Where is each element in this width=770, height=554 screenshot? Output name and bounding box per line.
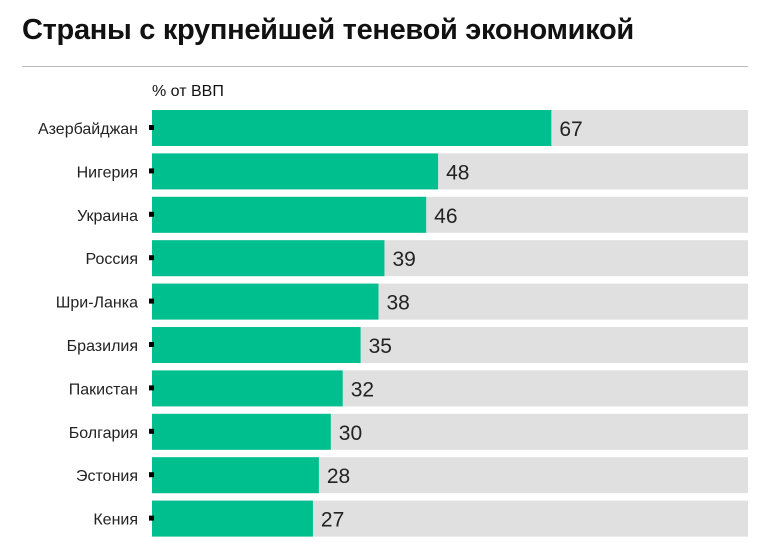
bar: [152, 153, 439, 190]
data-label: 28: [327, 465, 350, 488]
tick-mark: [149, 211, 154, 217]
title-divider: [22, 66, 748, 67]
chart-title: Страны с крупнейшей теневой экономикой: [22, 14, 634, 46]
data-label: 30: [339, 422, 362, 445]
tick-mark: [149, 472, 154, 478]
bar: [152, 370, 343, 407]
category-label: Украина: [77, 208, 138, 225]
category-label: Кения: [93, 512, 138, 529]
tick-mark: [149, 515, 154, 521]
data-label: 67: [559, 118, 582, 141]
data-label: 46: [434, 205, 457, 228]
bar: [152, 413, 331, 450]
category-label: Пакистан: [69, 381, 138, 398]
category-label: Шри-Ланка: [56, 295, 138, 312]
data-label: 48: [446, 161, 469, 184]
tick-mark: [149, 298, 154, 304]
data-label: 38: [386, 292, 409, 315]
category-label: Россия: [86, 251, 138, 268]
tick-mark: [149, 255, 154, 261]
category-label: Азербайджан: [38, 121, 138, 138]
bar: [152, 500, 313, 537]
bar: [152, 327, 361, 363]
bar: [152, 240, 385, 277]
bar: [152, 457, 319, 494]
category-label: Нигерия: [77, 164, 138, 181]
category-label: Бразилия: [67, 338, 138, 355]
tick-mark: [149, 342, 154, 347]
category-label: Болгария: [69, 425, 138, 442]
data-label: 35: [369, 335, 392, 358]
bar: [152, 196, 427, 233]
tick-mark: [149, 168, 154, 174]
tick-mark: [149, 385, 154, 391]
unit-label: % от ВВП: [152, 83, 224, 100]
bar: [152, 283, 379, 320]
category-label: Эстония: [76, 468, 138, 485]
bar: [152, 110, 552, 146]
data-label: 27: [321, 509, 344, 532]
tick-mark: [149, 125, 154, 130]
data-label: 32: [351, 378, 374, 401]
tick-mark: [149, 428, 154, 434]
data-label: 39: [392, 248, 415, 271]
